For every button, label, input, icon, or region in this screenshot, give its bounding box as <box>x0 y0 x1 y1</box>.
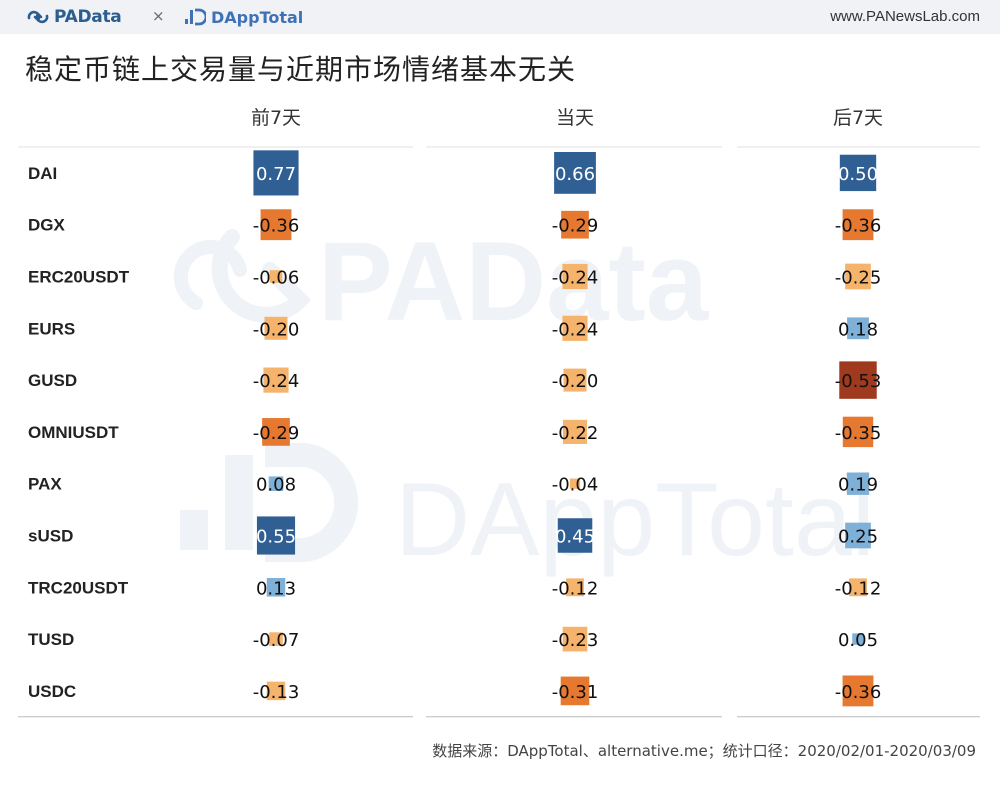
heatmap-cell <box>256 516 296 555</box>
dapptotal-logo-icon <box>185 8 206 26</box>
cell-value-label: -0.07 <box>253 630 300 651</box>
cell-value-label: 0.08 <box>256 475 296 496</box>
row-label: ERC20USDT <box>28 268 130 287</box>
cell-value-label: 0.13 <box>256 578 296 599</box>
heatmap-cell <box>562 626 588 652</box>
padata-brand-text: PAData <box>54 7 122 27</box>
cell-value-label: -0.22 <box>552 423 599 444</box>
row-label: OMNIUSDT <box>28 423 119 442</box>
cell-value-label: -0.35 <box>835 423 882 444</box>
data-source-note: 数据来源：DAppTotal、alternative.me；统计口径：2020/… <box>432 742 976 760</box>
cell-value-label: -0.25 <box>835 268 882 289</box>
heatmap-cell <box>845 522 871 549</box>
cell-value-label: 0.77 <box>256 164 296 185</box>
heatmap-cell <box>262 418 290 446</box>
cell-value-label: -0.04 <box>552 475 599 496</box>
cell-value-label: 0.05 <box>838 630 878 651</box>
cell-value-label: 0.55 <box>256 527 296 548</box>
cell-value-label: -0.06 <box>253 268 300 289</box>
heatmap-cell <box>266 578 286 597</box>
heatmap-cell <box>842 209 874 241</box>
cell-value-label: -0.24 <box>253 371 300 392</box>
dapptotal-logo: DAppTotal <box>184 6 303 28</box>
row-label: GUSD <box>28 371 77 390</box>
cell-value-label: 0.19 <box>838 475 878 496</box>
heatmap-cell <box>566 578 584 597</box>
cell-value-label: 0.50 <box>838 164 878 185</box>
row-label: PAX <box>28 475 62 494</box>
heatmap-cell <box>561 210 589 239</box>
row-label: USDC <box>28 682 76 701</box>
cell-value-label: 0.45 <box>555 527 595 548</box>
heatmap-cell <box>849 578 867 597</box>
heatmap-cell <box>845 263 871 290</box>
cell-value-label: -0.23 <box>552 630 599 651</box>
column-header: 后7天 <box>833 107 883 129</box>
heatmap-cell <box>264 316 288 340</box>
heatmap-cell <box>847 317 869 340</box>
cell-value-label: 0.66 <box>555 164 595 185</box>
heatmap-cell <box>269 632 283 646</box>
heatmap-cell <box>266 681 286 701</box>
heatmap-cell <box>560 676 590 706</box>
heatmap-cell <box>562 315 588 341</box>
cell-value-label: 0.25 <box>838 527 878 548</box>
cell-value-label: -0.29 <box>552 216 599 237</box>
heatmap-cell <box>839 361 877 399</box>
heatmap-cell <box>852 633 864 645</box>
column-header: 前7天 <box>251 107 301 129</box>
heatmap-cell <box>554 152 596 194</box>
cell-value-label: -0.12 <box>835 578 882 599</box>
cell-value-label: -0.13 <box>253 682 300 703</box>
cell-value-label: -0.31 <box>552 682 599 703</box>
padata-logo-icon <box>27 10 49 24</box>
heatmap-cell <box>562 419 588 444</box>
cell-value-label: -0.53 <box>835 371 882 392</box>
site-url[interactable]: www.PANewsLab.com <box>830 8 980 25</box>
row-label: TRC20USDT <box>28 578 129 597</box>
heatmap-cell <box>253 150 299 196</box>
cell-value-label: -0.36 <box>253 216 300 237</box>
heatmap-cell <box>563 368 587 392</box>
padata-logo: PAData <box>26 6 122 28</box>
heatmap-cell <box>562 263 588 290</box>
heatmap-cell <box>260 209 292 241</box>
cell-value-label: -0.29 <box>253 423 300 444</box>
heatmap-cell <box>268 476 284 491</box>
heatmap-cell <box>263 367 289 393</box>
row-label: sUSD <box>28 527 73 546</box>
cell-value-label: -0.36 <box>835 216 882 237</box>
brand-separator: × <box>152 7 165 25</box>
cell-value-label: 0.18 <box>838 319 878 340</box>
cell-value-label: -0.20 <box>253 319 300 340</box>
row-label: EURS <box>28 319 75 338</box>
header-bar: PAData × DAppTotal www.PANewsLab.com <box>0 0 1000 34</box>
row-label: DAI <box>28 164 57 183</box>
column-header: 当天 <box>556 107 594 129</box>
row-label: TUSD <box>28 630 74 649</box>
heatmap-cell <box>557 518 593 553</box>
heatmap-cell <box>839 154 877 192</box>
row-label: DGX <box>28 216 66 235</box>
heatmap-cell <box>846 472 870 495</box>
heatmap-cell <box>842 675 874 707</box>
heatmap-cell <box>269 270 283 283</box>
chart-title: 稳定币链上交易量与近期市场情绪基本无关 <box>25 53 577 86</box>
cell-value-label: -0.24 <box>552 319 599 340</box>
dapptotal-brand-text: DAppTotal <box>211 7 304 27</box>
heatmap-cell <box>842 416 874 448</box>
cell-value-label: -0.12 <box>552 578 599 599</box>
cell-value-label: -0.24 <box>552 268 599 289</box>
cell-value-label: -0.36 <box>835 682 882 703</box>
heatmap-cell <box>569 478 581 489</box>
cell-value-label: -0.20 <box>552 371 599 392</box>
